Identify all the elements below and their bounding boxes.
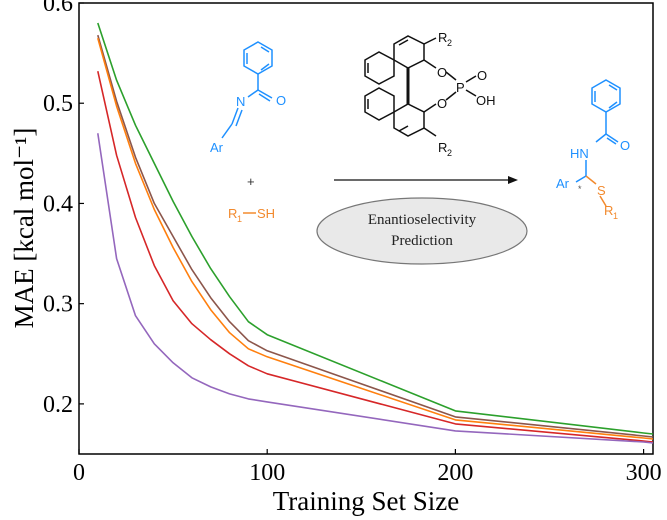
catalyst-o-top-label: O — [437, 65, 447, 80]
x-axis-ticks: 0 100 200 300 — [73, 449, 662, 486]
product-hn-label: HN — [570, 146, 589, 161]
prediction-ellipse — [316, 197, 528, 265]
reaction-scheme-inset: O N Ar + R 1 SH — [210, 30, 630, 265]
catalyst-r2-top-label: R — [438, 30, 447, 45]
imine-ring-double-bond-1 — [260, 46, 270, 53]
imine-bond-c-ar — [221, 123, 233, 139]
catalyst-op-bond-top — [445, 71, 457, 81]
y-tick-label-2: 0.4 — [43, 191, 73, 217]
imine-o-label: O — [276, 93, 286, 108]
x-axis-title: Training Set Size — [273, 486, 460, 516]
catalyst-lower-ring-b — [364, 87, 395, 121]
product-ring-double-3 — [608, 101, 618, 109]
imine-carbonyl-double — [258, 93, 271, 102]
catalyst-structure — [364, 35, 477, 137]
prediction-text-line-1: Enantioselectivity — [368, 212, 477, 228]
catalyst-top-r-bond — [423, 37, 437, 45]
imine-ar-label: Ar — [210, 140, 224, 155]
product-r1-label: R — [604, 203, 613, 218]
catalyst-lower-double-2 — [398, 125, 409, 132]
product-carbonyl-bond — [605, 133, 619, 143]
thiol-sh-label: SH — [257, 206, 275, 221]
y-tick-label-4: 0.6 — [43, 0, 73, 17]
x-tick-label-3: 300 — [626, 460, 662, 486]
imine-benzene-ring — [243, 41, 273, 75]
imine-double-n-c — [235, 109, 243, 127]
product-bond-c-s — [585, 175, 597, 185]
product-ar-label: Ar — [556, 176, 570, 191]
catalyst-o-bond-top — [423, 59, 437, 69]
catalyst-bottom-r-bond — [423, 127, 437, 137]
x-tick-label-2: 200 — [437, 460, 473, 486]
product-bond-c-ar — [575, 175, 587, 183]
series-line-orange — [97, 37, 654, 440]
plus-sign: + — [247, 174, 255, 189]
catalyst-lower-ring-a — [393, 103, 425, 137]
catalyst-p-label: P — [456, 80, 465, 95]
product-carbonyl-double — [606, 137, 617, 145]
product-bond-c-nh — [595, 133, 607, 143]
catalyst-oh-label: OH — [476, 93, 496, 108]
series-line-red — [97, 71, 654, 443]
y-tick-label-3: 0.5 — [43, 91, 73, 117]
catalyst-r2-bottom-label: R — [438, 140, 447, 155]
imine-n-label: N — [236, 94, 245, 109]
catalyst-upper-double-1 — [398, 39, 409, 46]
y-tick-label-1: 0.3 — [43, 292, 73, 318]
product-o-label: O — [620, 138, 630, 153]
catalyst-o-bond-bottom — [423, 103, 437, 113]
imine-bond-n-c — [231, 107, 239, 125]
catalyst-r2-top-subscript: 2 — [447, 38, 452, 48]
catalyst-op-bond-bottom — [445, 91, 457, 101]
imine-ring-double-bond-3 — [260, 63, 270, 71]
reaction-arrow-head — [508, 176, 518, 184]
plot-frame — [78, 2, 654, 455]
product-bond-s-r — [599, 195, 607, 207]
y-axis-ticks: 0.2 0.3 0.4 0.5 0.6 — [43, 0, 84, 418]
y-tick-label-0: 0.2 — [43, 392, 73, 418]
series-line-purple — [97, 133, 654, 444]
x-tick-label-0: 0 — [73, 460, 85, 486]
catalyst-p-oh-bond — [465, 89, 477, 97]
catalyst-upper-ring-b — [364, 51, 395, 85]
series-line-brown — [97, 34, 654, 438]
series-group — [97, 22, 654, 444]
catalyst-p-o-double — [465, 75, 477, 83]
thiol-r-subscript: 1 — [237, 214, 242, 224]
imine-bond-c-n — [247, 89, 259, 98]
product-structure — [575, 79, 621, 207]
thiol-r-label: R — [228, 206, 237, 221]
imine-structure — [221, 41, 273, 139]
series-line-green — [97, 22, 654, 435]
imine-carbonyl-bond — [257, 89, 273, 99]
prediction-text-line-2: Prediction — [391, 233, 453, 249]
product-stereo-star: * — [578, 184, 582, 194]
catalyst-o-bottom-label: O — [437, 96, 447, 111]
product-ring-double-1 — [608, 84, 618, 91]
catalyst-r2-bottom-subscript: 2 — [447, 148, 452, 158]
catalyst-po-label: O — [477, 68, 487, 83]
product-r1-subscript: 1 — [613, 211, 618, 221]
product-s-label: S — [597, 183, 606, 198]
product-benzene-ring — [591, 79, 621, 113]
thiol-label: R 1 SH — [228, 206, 275, 224]
y-axis-title: MAE [kcal mol⁻¹] — [9, 128, 39, 329]
catalyst-upper-ring-a — [393, 35, 425, 69]
x-tick-label-1: 100 — [249, 460, 285, 486]
